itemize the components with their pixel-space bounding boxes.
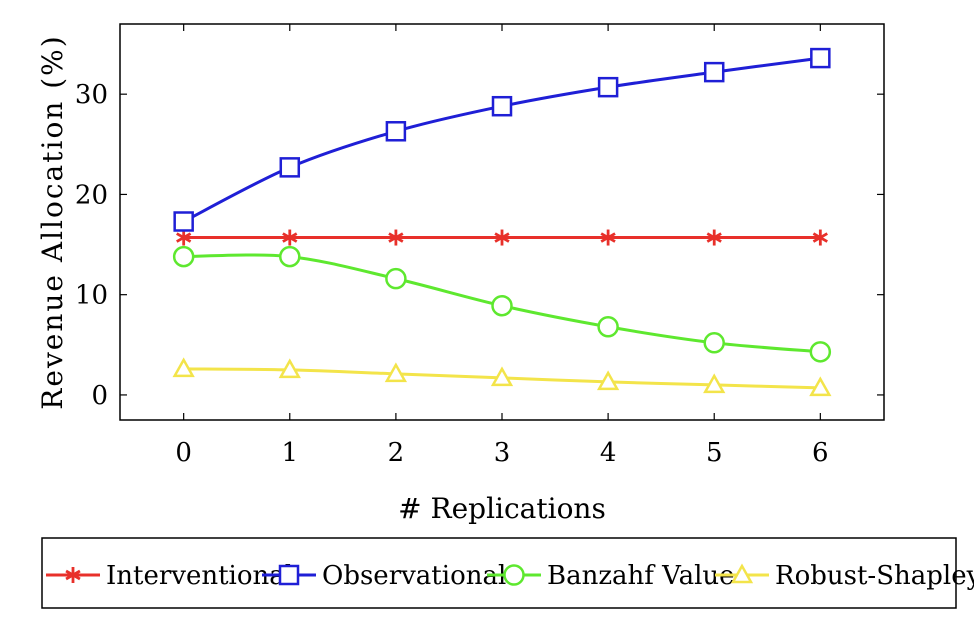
data-point bbox=[597, 316, 619, 338]
series-interventional bbox=[176, 229, 828, 246]
data-point bbox=[384, 362, 408, 383]
axis-ticks bbox=[120, 24, 884, 420]
legend-marker bbox=[730, 563, 754, 584]
data-point bbox=[490, 366, 514, 387]
data-point bbox=[596, 370, 620, 391]
data-point bbox=[491, 294, 513, 317]
legend-marker bbox=[503, 564, 525, 586]
x-tick-label: 1 bbox=[282, 438, 299, 468]
x-tick-label: 6 bbox=[812, 438, 829, 468]
legend-frame bbox=[41, 537, 957, 609]
data-point bbox=[491, 95, 513, 117]
data-point bbox=[172, 245, 195, 268]
legend-label: Robust-Shapley bbox=[775, 561, 974, 591]
x-tick-label: 5 bbox=[706, 438, 723, 468]
x-tick-label: 3 bbox=[494, 438, 511, 468]
data-point bbox=[703, 61, 725, 83]
x-tick-label: 4 bbox=[600, 438, 617, 468]
data-point bbox=[810, 47, 831, 69]
y-tick-label: 20 bbox=[75, 180, 108, 210]
y-tick-label: 30 bbox=[75, 80, 108, 110]
legend-label: Interventional bbox=[106, 561, 293, 591]
series-line bbox=[182, 56, 821, 223]
series-robust-shapley bbox=[172, 357, 832, 397]
data-point bbox=[812, 229, 828, 246]
data-point bbox=[176, 229, 192, 246]
data-point bbox=[703, 332, 725, 354]
data-point bbox=[385, 267, 407, 290]
data-point bbox=[597, 76, 619, 98]
series-layer bbox=[172, 47, 832, 397]
series-banzahf-value bbox=[172, 245, 832, 363]
data-point bbox=[809, 376, 832, 397]
y-tick-label: 0 bbox=[91, 381, 108, 411]
data-point bbox=[494, 229, 510, 246]
data-point bbox=[279, 157, 301, 178]
legend-item: Interventional bbox=[46, 561, 293, 591]
legend: Interventional Observational Banzahf Value… bbox=[41, 537, 974, 609]
plot-frame bbox=[119, 23, 885, 421]
data-point bbox=[173, 211, 194, 232]
x-axis-label: # Replications bbox=[398, 492, 606, 525]
legend-item: Banzahf Value bbox=[487, 561, 735, 591]
data-point bbox=[385, 121, 407, 142]
series-observational bbox=[173, 47, 831, 232]
legend-item: Observational bbox=[262, 561, 506, 591]
legend-item: Robust-Shapley bbox=[715, 561, 974, 591]
legend-marker bbox=[278, 564, 300, 586]
data-point bbox=[388, 229, 404, 246]
x-tick-label: 2 bbox=[388, 438, 405, 468]
data-point bbox=[809, 341, 832, 363]
data-point bbox=[172, 357, 195, 378]
axis-tick-labels: 0 1 2 3 4 5 6 0 10 20 30 bbox=[75, 80, 829, 468]
data-point bbox=[706, 229, 722, 246]
legend-marker bbox=[65, 567, 81, 583]
legend-label: Banzahf Value bbox=[547, 561, 735, 591]
data-point bbox=[279, 245, 301, 268]
x-tick-label: 0 bbox=[175, 438, 192, 468]
legend-label: Observational bbox=[322, 561, 506, 591]
y-axis-label: Revenue Allocation (%) bbox=[36, 34, 69, 409]
data-point bbox=[703, 373, 726, 394]
data-point bbox=[600, 229, 616, 246]
data-point bbox=[282, 229, 298, 246]
y-tick-label: 10 bbox=[75, 281, 108, 311]
data-point bbox=[278, 358, 301, 379]
